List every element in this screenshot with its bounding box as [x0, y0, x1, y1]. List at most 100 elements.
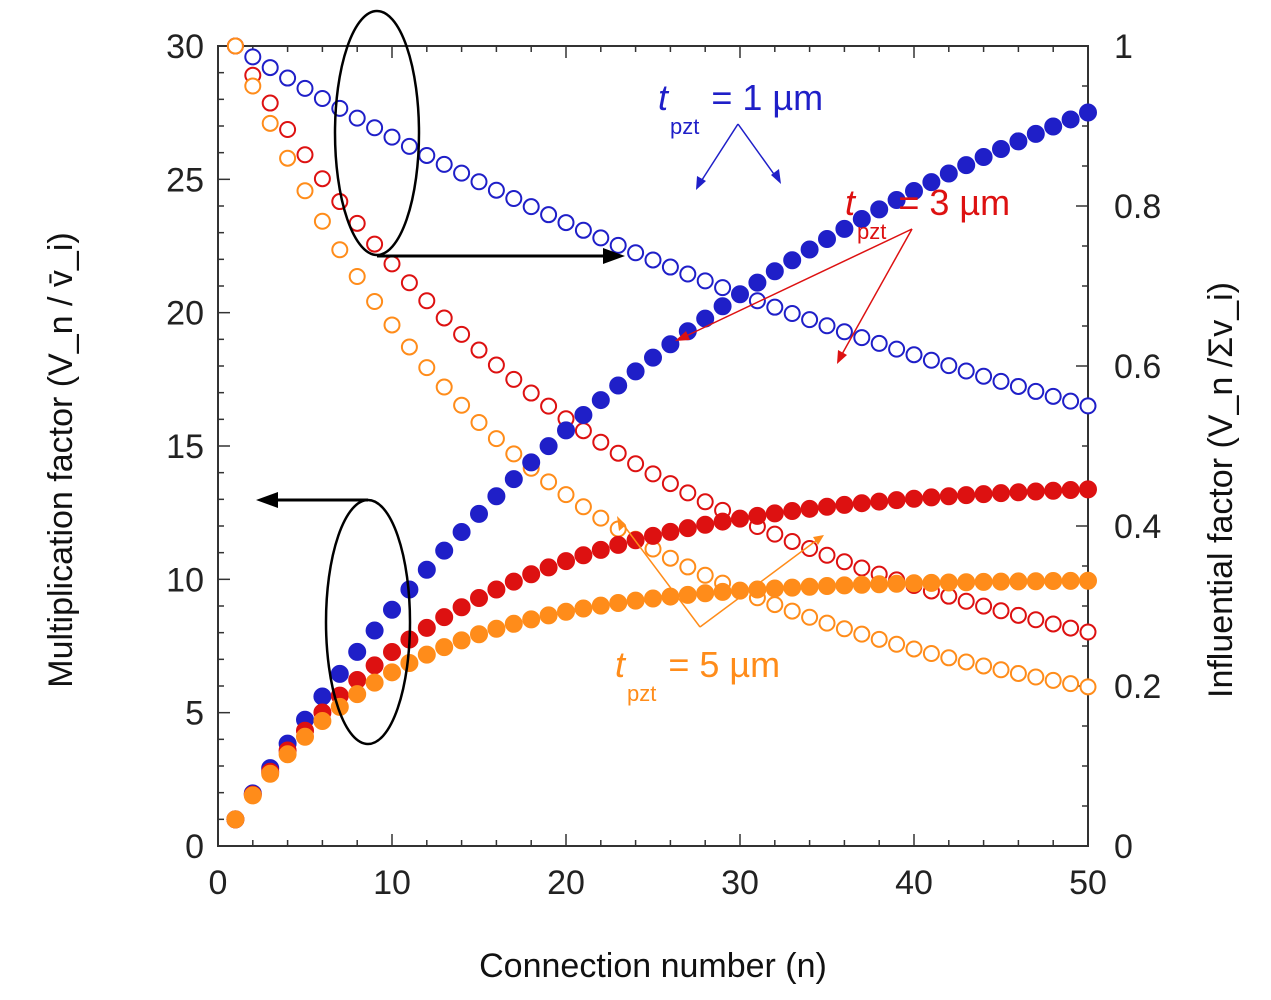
y-right-tick-label: 1 — [1114, 28, 1133, 66]
left-axis-arrow-head — [256, 492, 278, 508]
data-point — [487, 356, 505, 374]
data-point — [922, 644, 940, 662]
y-left-tick-label: 30 — [166, 28, 204, 66]
data-point — [887, 491, 906, 510]
data-point — [557, 214, 575, 232]
data-point — [296, 727, 314, 746]
data-point — [888, 635, 906, 653]
data-point — [296, 146, 314, 164]
data-point — [818, 230, 836, 249]
data-point — [609, 593, 628, 612]
data-point — [1009, 572, 1028, 591]
data-point — [522, 565, 541, 584]
data-point — [435, 638, 454, 657]
data-point — [435, 155, 453, 173]
data-point — [1061, 481, 1080, 500]
annotation-t3: tpzt= 3 µm — [845, 182, 1010, 244]
data-point — [1079, 678, 1097, 696]
data-point — [383, 316, 401, 334]
data-point — [418, 359, 436, 377]
data-point — [661, 522, 680, 541]
data-point — [540, 206, 558, 224]
data-point — [766, 596, 784, 614]
data-point — [348, 685, 367, 704]
data-point — [470, 504, 488, 523]
data-point — [644, 526, 662, 545]
t1-pointer-head-a — [696, 176, 706, 190]
data-point — [1044, 387, 1062, 405]
data-point — [313, 170, 331, 188]
axis-ticks — [217, 45, 1089, 847]
left-axis-ellipse — [324, 498, 412, 746]
data-point — [557, 421, 575, 440]
data-point — [922, 351, 940, 369]
data-point — [992, 572, 1010, 591]
data-point — [557, 486, 575, 504]
data-point — [939, 164, 958, 183]
data-point — [244, 77, 262, 95]
data-point — [505, 370, 523, 388]
data-point — [783, 304, 801, 322]
data-point — [365, 656, 384, 675]
data-point — [905, 574, 923, 593]
data-point — [592, 509, 610, 527]
data-point — [731, 285, 749, 304]
data-point — [452, 522, 471, 541]
data-point — [1026, 124, 1045, 143]
data-point — [957, 486, 976, 505]
data-point — [383, 255, 401, 273]
data-point — [1027, 668, 1045, 686]
data-point — [835, 219, 854, 238]
y-left-tick-label: 15 — [166, 428, 204, 466]
data-point — [1079, 103, 1097, 122]
data-point — [243, 786, 262, 805]
data-point — [1009, 132, 1028, 151]
data-point — [1026, 482, 1045, 501]
data-point — [504, 572, 523, 591]
t1-pointer-line-b — [737, 123, 777, 178]
data-point — [366, 292, 384, 310]
data-point — [783, 602, 801, 620]
data-point — [939, 487, 958, 506]
data-point — [644, 251, 662, 269]
data-point — [279, 121, 297, 139]
t3-pointer-head-a — [675, 331, 690, 341]
data-point — [800, 499, 819, 518]
data-point — [574, 221, 592, 239]
data-point — [313, 212, 331, 230]
data-point — [678, 585, 697, 604]
data-point — [487, 487, 506, 506]
data-point — [696, 566, 714, 584]
data-point — [818, 577, 836, 596]
series-t5-right — [226, 37, 1097, 696]
data-point — [574, 546, 593, 565]
data-point — [783, 532, 801, 550]
data-point — [261, 94, 279, 112]
data-point — [696, 272, 714, 290]
data-point — [1009, 483, 1028, 502]
data-point — [609, 444, 627, 462]
data-point — [313, 687, 332, 706]
data-point — [453, 164, 471, 182]
data-point — [1009, 606, 1027, 624]
data-point — [992, 602, 1010, 620]
data-point — [800, 577, 819, 596]
data-point — [818, 546, 836, 564]
data-point — [609, 236, 627, 254]
data-point — [453, 325, 471, 343]
series-t3-right — [226, 37, 1097, 641]
data-point — [383, 128, 401, 146]
data-point — [1079, 480, 1097, 499]
data-point — [540, 397, 558, 415]
series-t1-right — [226, 37, 1097, 415]
data-point — [852, 494, 871, 513]
x-tick-label: 40 — [895, 864, 933, 902]
data-point — [644, 465, 662, 483]
data-point — [487, 580, 506, 599]
data-point — [661, 549, 679, 567]
data-point — [348, 642, 367, 661]
y-left-tick-label: 20 — [166, 295, 204, 333]
data-point — [714, 279, 732, 297]
t5-pointer-line-a — [621, 522, 701, 628]
data-point — [975, 367, 993, 385]
